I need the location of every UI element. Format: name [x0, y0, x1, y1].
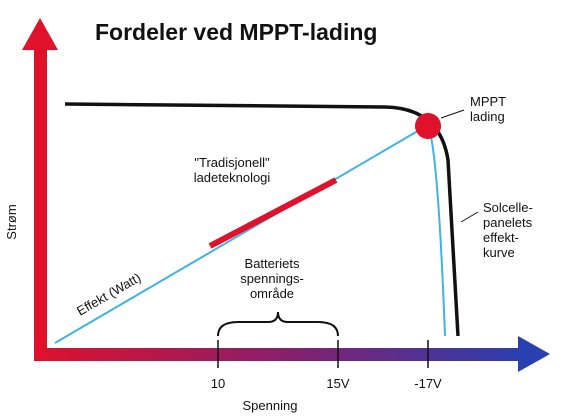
mppt-point [415, 113, 441, 139]
y-axis-label: Strøm [4, 204, 19, 239]
label: lading [470, 109, 505, 124]
label: spennings- [240, 271, 304, 286]
traditional-segment [210, 180, 336, 246]
y-axis-arrow [22, 18, 58, 50]
y-axis [34, 45, 47, 361]
x-tick-label: 10 [211, 376, 225, 391]
label: MPPT [470, 94, 506, 109]
label: effekt- [483, 230, 519, 245]
leader [441, 110, 464, 118]
label: Solcelle- [483, 200, 533, 215]
range-brace [218, 312, 338, 336]
x-axis-arrow [518, 336, 550, 372]
x-axis [34, 348, 524, 361]
label: ladeteknologi [194, 170, 271, 185]
leader [461, 212, 478, 222]
label: "Tradisjonell" [194, 155, 270, 170]
label: Batteriets [245, 256, 300, 271]
x-tick-label: 15V [326, 376, 349, 391]
x-axis-label: Spenning [243, 398, 298, 413]
x-tick-label: -17V [414, 376, 442, 391]
label: panelets [483, 215, 533, 230]
diagram: Fordeler ved MPPT-lading Strøm Spenning … [0, 0, 562, 417]
label: område [250, 286, 294, 301]
title: Fordeler ved MPPT-lading [95, 19, 377, 45]
label: kurve [483, 245, 515, 260]
